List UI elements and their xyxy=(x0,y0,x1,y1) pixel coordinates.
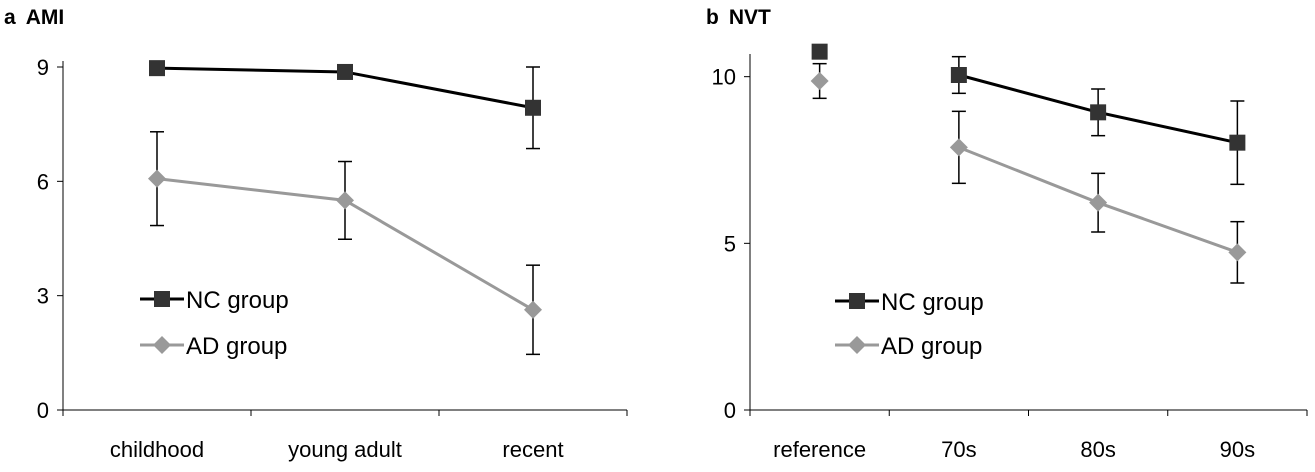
legend-item: AD group xyxy=(140,333,287,360)
y-tick-label: 9 xyxy=(37,55,49,80)
panel-title: a AMI xyxy=(4,6,64,29)
data-point-square xyxy=(951,67,967,83)
legend-label: AD group xyxy=(881,333,982,360)
legend-item: AD group xyxy=(835,333,982,360)
chart-panel-a: a AMI 0 3 6 9 childhood young adult recent NC gro… xyxy=(4,6,627,462)
panel-letter: a xyxy=(4,6,16,29)
panel-title-text: NVT xyxy=(729,6,771,29)
y-tick-label: 10 xyxy=(712,65,736,90)
data-point-square xyxy=(1090,104,1106,120)
legend-item: NC group xyxy=(140,287,289,314)
x-tick-label: 80s xyxy=(1080,437,1115,462)
legend-label: AD group xyxy=(186,333,287,360)
data-point-diamond xyxy=(148,170,166,188)
x-tick-label: recent xyxy=(502,437,563,462)
data-point-diamond xyxy=(1228,243,1246,261)
legend-marker-diamond xyxy=(153,336,171,354)
x-tick-label: 90s xyxy=(1220,437,1255,462)
data-point-diamond xyxy=(336,191,354,209)
y-tick-label: 0 xyxy=(724,398,736,423)
legend-label: NC group xyxy=(186,287,289,314)
legend-item: NC group xyxy=(835,289,984,316)
panel-letter: b xyxy=(706,6,719,29)
x-tick-label: reference xyxy=(773,437,866,462)
data-point-square xyxy=(1229,135,1245,151)
data-point-square xyxy=(812,44,828,60)
legend-marker-square xyxy=(849,293,865,309)
y-tick-label: 6 xyxy=(37,169,49,194)
data-point-square xyxy=(149,60,165,76)
x-tick-label: childhood xyxy=(110,437,204,462)
data-point-diamond xyxy=(1089,194,1107,212)
y-tick-label: 3 xyxy=(37,284,49,309)
data-point-square xyxy=(337,64,353,80)
legend-marker-square xyxy=(154,291,170,307)
data-point-diamond xyxy=(950,138,968,156)
panel-title: b NVT xyxy=(706,6,771,29)
legend-marker-diamond xyxy=(848,336,866,354)
data-point-square xyxy=(525,100,541,116)
legend-label: NC group xyxy=(881,289,984,316)
x-tick-label: young adult xyxy=(288,437,402,462)
y-tick-label: 0 xyxy=(37,398,49,423)
data-point-diamond xyxy=(524,301,542,319)
data-point-diamond xyxy=(811,72,829,90)
y-tick-label: 5 xyxy=(724,231,736,256)
chart-panel-b: b NVT 0 5 10 reference 70s 80s 90s NC group AD gro… xyxy=(706,6,1307,462)
x-tick-label: 70s xyxy=(941,437,976,462)
panel-title-text: AMI xyxy=(26,6,65,29)
